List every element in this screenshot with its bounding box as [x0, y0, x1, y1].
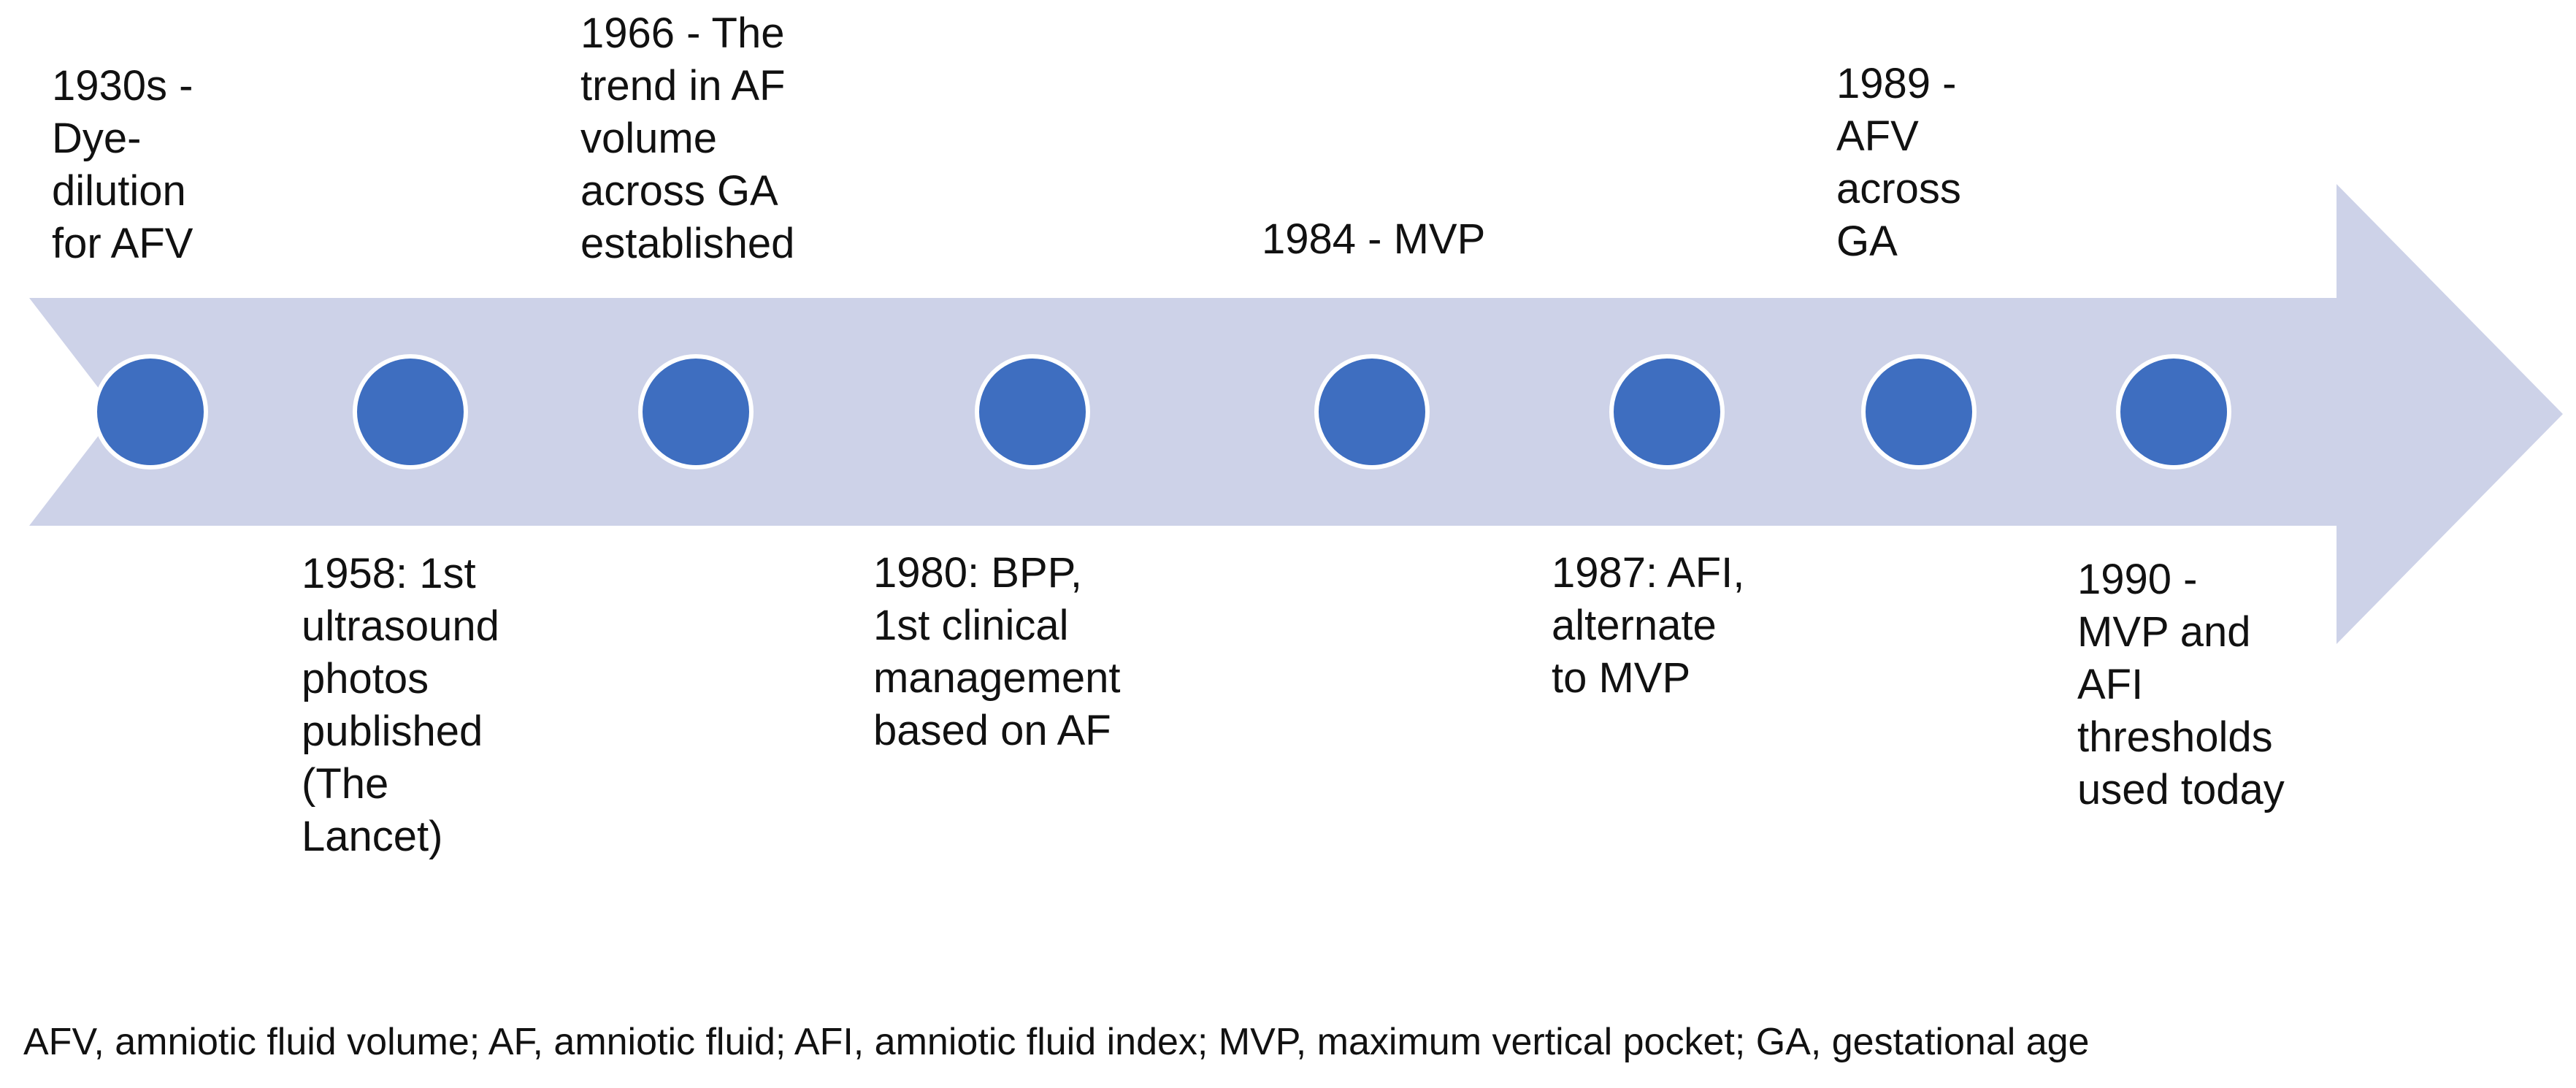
event-label-1966: 1966 - The trend in AF volume across GA …	[580, 9, 795, 267]
event-label-1984: 1984 - MVP	[1262, 215, 1486, 263]
event-label-1990: 1990 - MVP and AFI thresholds used today	[2077, 556, 2285, 813]
event-label-1989: 1989 - AFV across GA	[1836, 60, 1961, 265]
event-label-1958: 1958: 1st ultrasound photos published (T…	[302, 550, 499, 860]
timeline-node-1990	[2116, 354, 2231, 470]
event-label-1930s: 1930s - Dye- dilution for AFV	[52, 62, 193, 267]
event-label-1980: 1980: BPP, 1st clinical management based…	[873, 549, 1121, 754]
timeline-node-1984	[1314, 354, 1430, 470]
abbreviations-caption: AFV, amniotic fluid volume; AF, amniotic…	[23, 1021, 2090, 1063]
timeline-node-1980	[975, 354, 1090, 470]
timeline-node-1966	[638, 354, 754, 470]
timeline-node-1987	[1609, 354, 1725, 470]
event-label-1987: 1987: AFI, alternate to MVP	[1552, 549, 1745, 702]
timeline-node-1930s	[93, 354, 208, 470]
timeline-node-1958	[353, 354, 468, 470]
timeline-node-1989	[1861, 354, 1977, 470]
